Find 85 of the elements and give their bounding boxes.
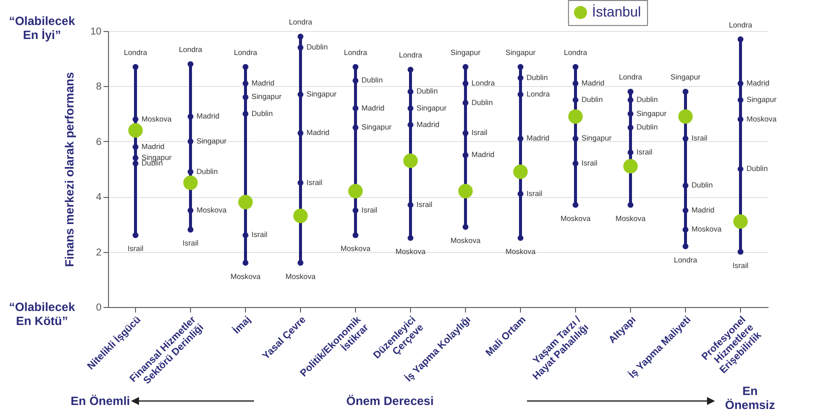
text: En Önemsiz: [724, 384, 776, 412]
point: [242, 110, 248, 117]
point: [348, 184, 363, 198]
point: [518, 235, 524, 241]
point: [518, 136, 524, 142]
point: [408, 105, 414, 112]
point: [403, 153, 418, 168]
point: [572, 160, 578, 166]
point: [518, 75, 524, 81]
point: [738, 36, 744, 42]
point: [408, 88, 414, 95]
point: [298, 180, 304, 186]
point: [628, 150, 634, 156]
point: [188, 114, 194, 120]
point: [408, 122, 414, 128]
text: “Olabilecek En Kötü”: [8, 300, 76, 328]
point: [242, 64, 248, 70]
text: “Olabilecek En İyi”: [8, 14, 76, 42]
point: [293, 208, 308, 224]
point: [738, 248, 744, 255]
y-tick-label: 4: [96, 192, 102, 204]
point: [132, 144, 138, 150]
point: [462, 64, 468, 70]
point: [352, 78, 358, 84]
point: [733, 214, 748, 229]
point: [298, 260, 304, 266]
point: [628, 110, 634, 117]
point: [352, 105, 358, 112]
point: [128, 123, 143, 138]
point: [462, 224, 468, 230]
point: [132, 64, 138, 70]
y-tick-label: 0: [96, 302, 102, 314]
point: [572, 97, 578, 103]
point: [298, 92, 304, 98]
point: [352, 232, 358, 238]
point: [298, 44, 304, 50]
text: En Önemli: [70, 394, 130, 408]
point: [568, 109, 583, 124]
point: [188, 168, 194, 175]
point: [518, 190, 524, 197]
point: [738, 97, 744, 103]
point: [513, 164, 528, 179]
point: [518, 64, 524, 70]
point: [682, 182, 688, 188]
point: [242, 94, 248, 100]
point: [352, 64, 358, 70]
point: [242, 232, 248, 238]
point: [518, 92, 524, 98]
point: [682, 243, 688, 250]
point: [242, 260, 248, 266]
point: [682, 88, 688, 95]
legend-label: İstanbul: [592, 4, 642, 20]
point: [572, 80, 578, 86]
point: [572, 136, 578, 142]
point: [462, 152, 468, 158]
point: [628, 97, 634, 103]
point: [623, 159, 638, 174]
point: [738, 80, 744, 86]
point: [738, 166, 744, 172]
y-axis-title: Finans merkezi olarak performans: [62, 72, 76, 267]
point: [238, 194, 253, 210]
point: [183, 176, 198, 190]
point: [298, 34, 304, 40]
point: [738, 116, 744, 122]
y-tick-label: 2: [96, 247, 102, 258]
point: [408, 66, 414, 73]
point: [408, 235, 414, 241]
point: [682, 136, 688, 142]
point: [678, 109, 693, 124]
point: [462, 80, 468, 86]
point: [628, 88, 634, 95]
point: [132, 116, 138, 122]
y-tick-label: 6: [96, 136, 102, 148]
text: Önem Derecesi: [345, 394, 435, 408]
point: [682, 226, 688, 233]
point: [132, 232, 138, 238]
point: [132, 160, 138, 166]
y-tick-label: 10: [90, 26, 102, 38]
point: [242, 80, 248, 86]
point: [572, 64, 578, 70]
point: [132, 155, 138, 161]
point: [188, 226, 194, 233]
y-tick-label: 8: [96, 82, 102, 93]
point: [462, 100, 468, 106]
point: [458, 184, 473, 198]
